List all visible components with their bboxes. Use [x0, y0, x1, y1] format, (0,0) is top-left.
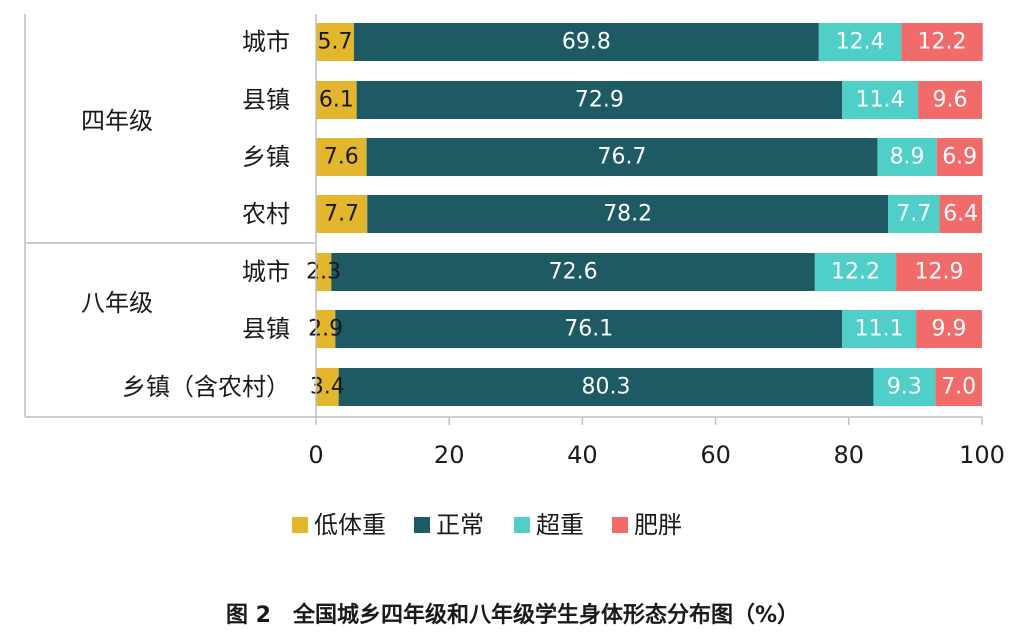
- category-label: 农村: [242, 200, 290, 228]
- bar-segment: [939, 195, 982, 233]
- bar-segment: [935, 368, 982, 406]
- data-label: 76.1: [564, 317, 613, 342]
- x-tick-label: 100: [959, 441, 1005, 469]
- category-label: 城市: [242, 28, 290, 56]
- legend-swatch: [514, 517, 530, 533]
- data-label: 80.3: [582, 375, 631, 400]
- category-label: 县镇: [242, 86, 290, 114]
- bar-segment: [331, 253, 815, 291]
- bar-segment: [814, 253, 897, 291]
- data-label: 9.6: [933, 88, 968, 113]
- bar-segment: [842, 81, 919, 119]
- bar-segment: [316, 310, 336, 348]
- data-label: 6.4: [943, 202, 978, 227]
- data-label: 12.9: [915, 260, 964, 285]
- legend-swatch: [292, 517, 308, 533]
- bar-segment: [918, 81, 982, 119]
- bar-segment: [366, 138, 878, 176]
- bar-segment: [338, 368, 874, 406]
- data-label: 2.9: [308, 317, 343, 342]
- bar-segment: [916, 310, 982, 348]
- bar-segment: [367, 195, 889, 233]
- data-label: 9.3: [887, 375, 922, 400]
- data-label: 5.7: [317, 30, 352, 55]
- bar-segment: [888, 195, 940, 233]
- legend-label: 超重: [536, 511, 584, 539]
- x-tick-label: 80: [834, 441, 865, 469]
- data-label: 7.7: [896, 202, 931, 227]
- x-tick-label: 60: [700, 441, 731, 469]
- category-label: 县镇: [242, 315, 290, 343]
- bar-segment: [842, 310, 917, 348]
- bar-segment: [316, 195, 368, 233]
- data-label: 72.9: [575, 88, 624, 113]
- bar-segment: [316, 368, 339, 406]
- bar-segment: [356, 81, 843, 119]
- x-tick-label: 40: [567, 441, 598, 469]
- legend-swatch: [414, 517, 430, 533]
- bar-segment: [335, 310, 843, 348]
- group-label: 八年级: [81, 289, 153, 317]
- data-label: 3.4: [310, 375, 345, 400]
- data-label: 7.6: [324, 145, 359, 170]
- data-label: 2.3: [306, 260, 341, 285]
- data-label: 6.9: [942, 145, 977, 170]
- bar-segment: [936, 138, 983, 176]
- category-label: 乡镇（含农村）: [122, 373, 290, 401]
- data-label: 11.1: [855, 317, 904, 342]
- group-label: 四年级: [81, 107, 153, 135]
- data-label: 12.2: [918, 30, 967, 55]
- bar-segment: [316, 138, 367, 176]
- data-label: 12.4: [836, 30, 885, 55]
- bar-segment: [316, 23, 354, 61]
- bar-segment: [901, 23, 983, 61]
- bar-segment: [353, 23, 819, 61]
- legend-label: 肥胖: [634, 511, 682, 539]
- legend-label: 正常: [436, 511, 484, 539]
- category-label: 城市: [242, 258, 290, 286]
- data-label: 9.9: [932, 317, 967, 342]
- bar-segment: [877, 138, 937, 176]
- bar-segment: [873, 368, 936, 406]
- x-tick-label: 0: [308, 441, 323, 469]
- data-label: 69.8: [562, 30, 611, 55]
- x-tick-label: 20: [434, 441, 465, 469]
- data-label: 12.2: [831, 260, 880, 285]
- bar-segment: [316, 81, 357, 119]
- bar-segment: [818, 23, 902, 61]
- data-label: 7.7: [324, 202, 359, 227]
- chart-title: 图 2 全国城乡四年级和八年级学生身体形态分布图（%）: [225, 603, 799, 628]
- bar-segment: [896, 253, 982, 291]
- stacked-bar-chart: 5.7 69.8 12.4 12.2 6.1 72.9 11.4 9.6 7.6 76.7 8.9 6…: [24, 14, 1005, 539]
- category-label: 乡镇: [242, 143, 290, 171]
- data-label: 72.6: [549, 260, 598, 285]
- data-label: 11.4: [856, 88, 905, 113]
- legend-label: 低体重: [314, 511, 386, 539]
- data-label: 7.0: [941, 375, 976, 400]
- data-label: 76.7: [598, 145, 647, 170]
- data-label: 8.9: [890, 145, 925, 170]
- data-label: 6.1: [319, 88, 354, 113]
- bar-segment: [316, 253, 332, 291]
- legend-swatch: [612, 517, 628, 533]
- data-label: 78.2: [603, 202, 652, 227]
